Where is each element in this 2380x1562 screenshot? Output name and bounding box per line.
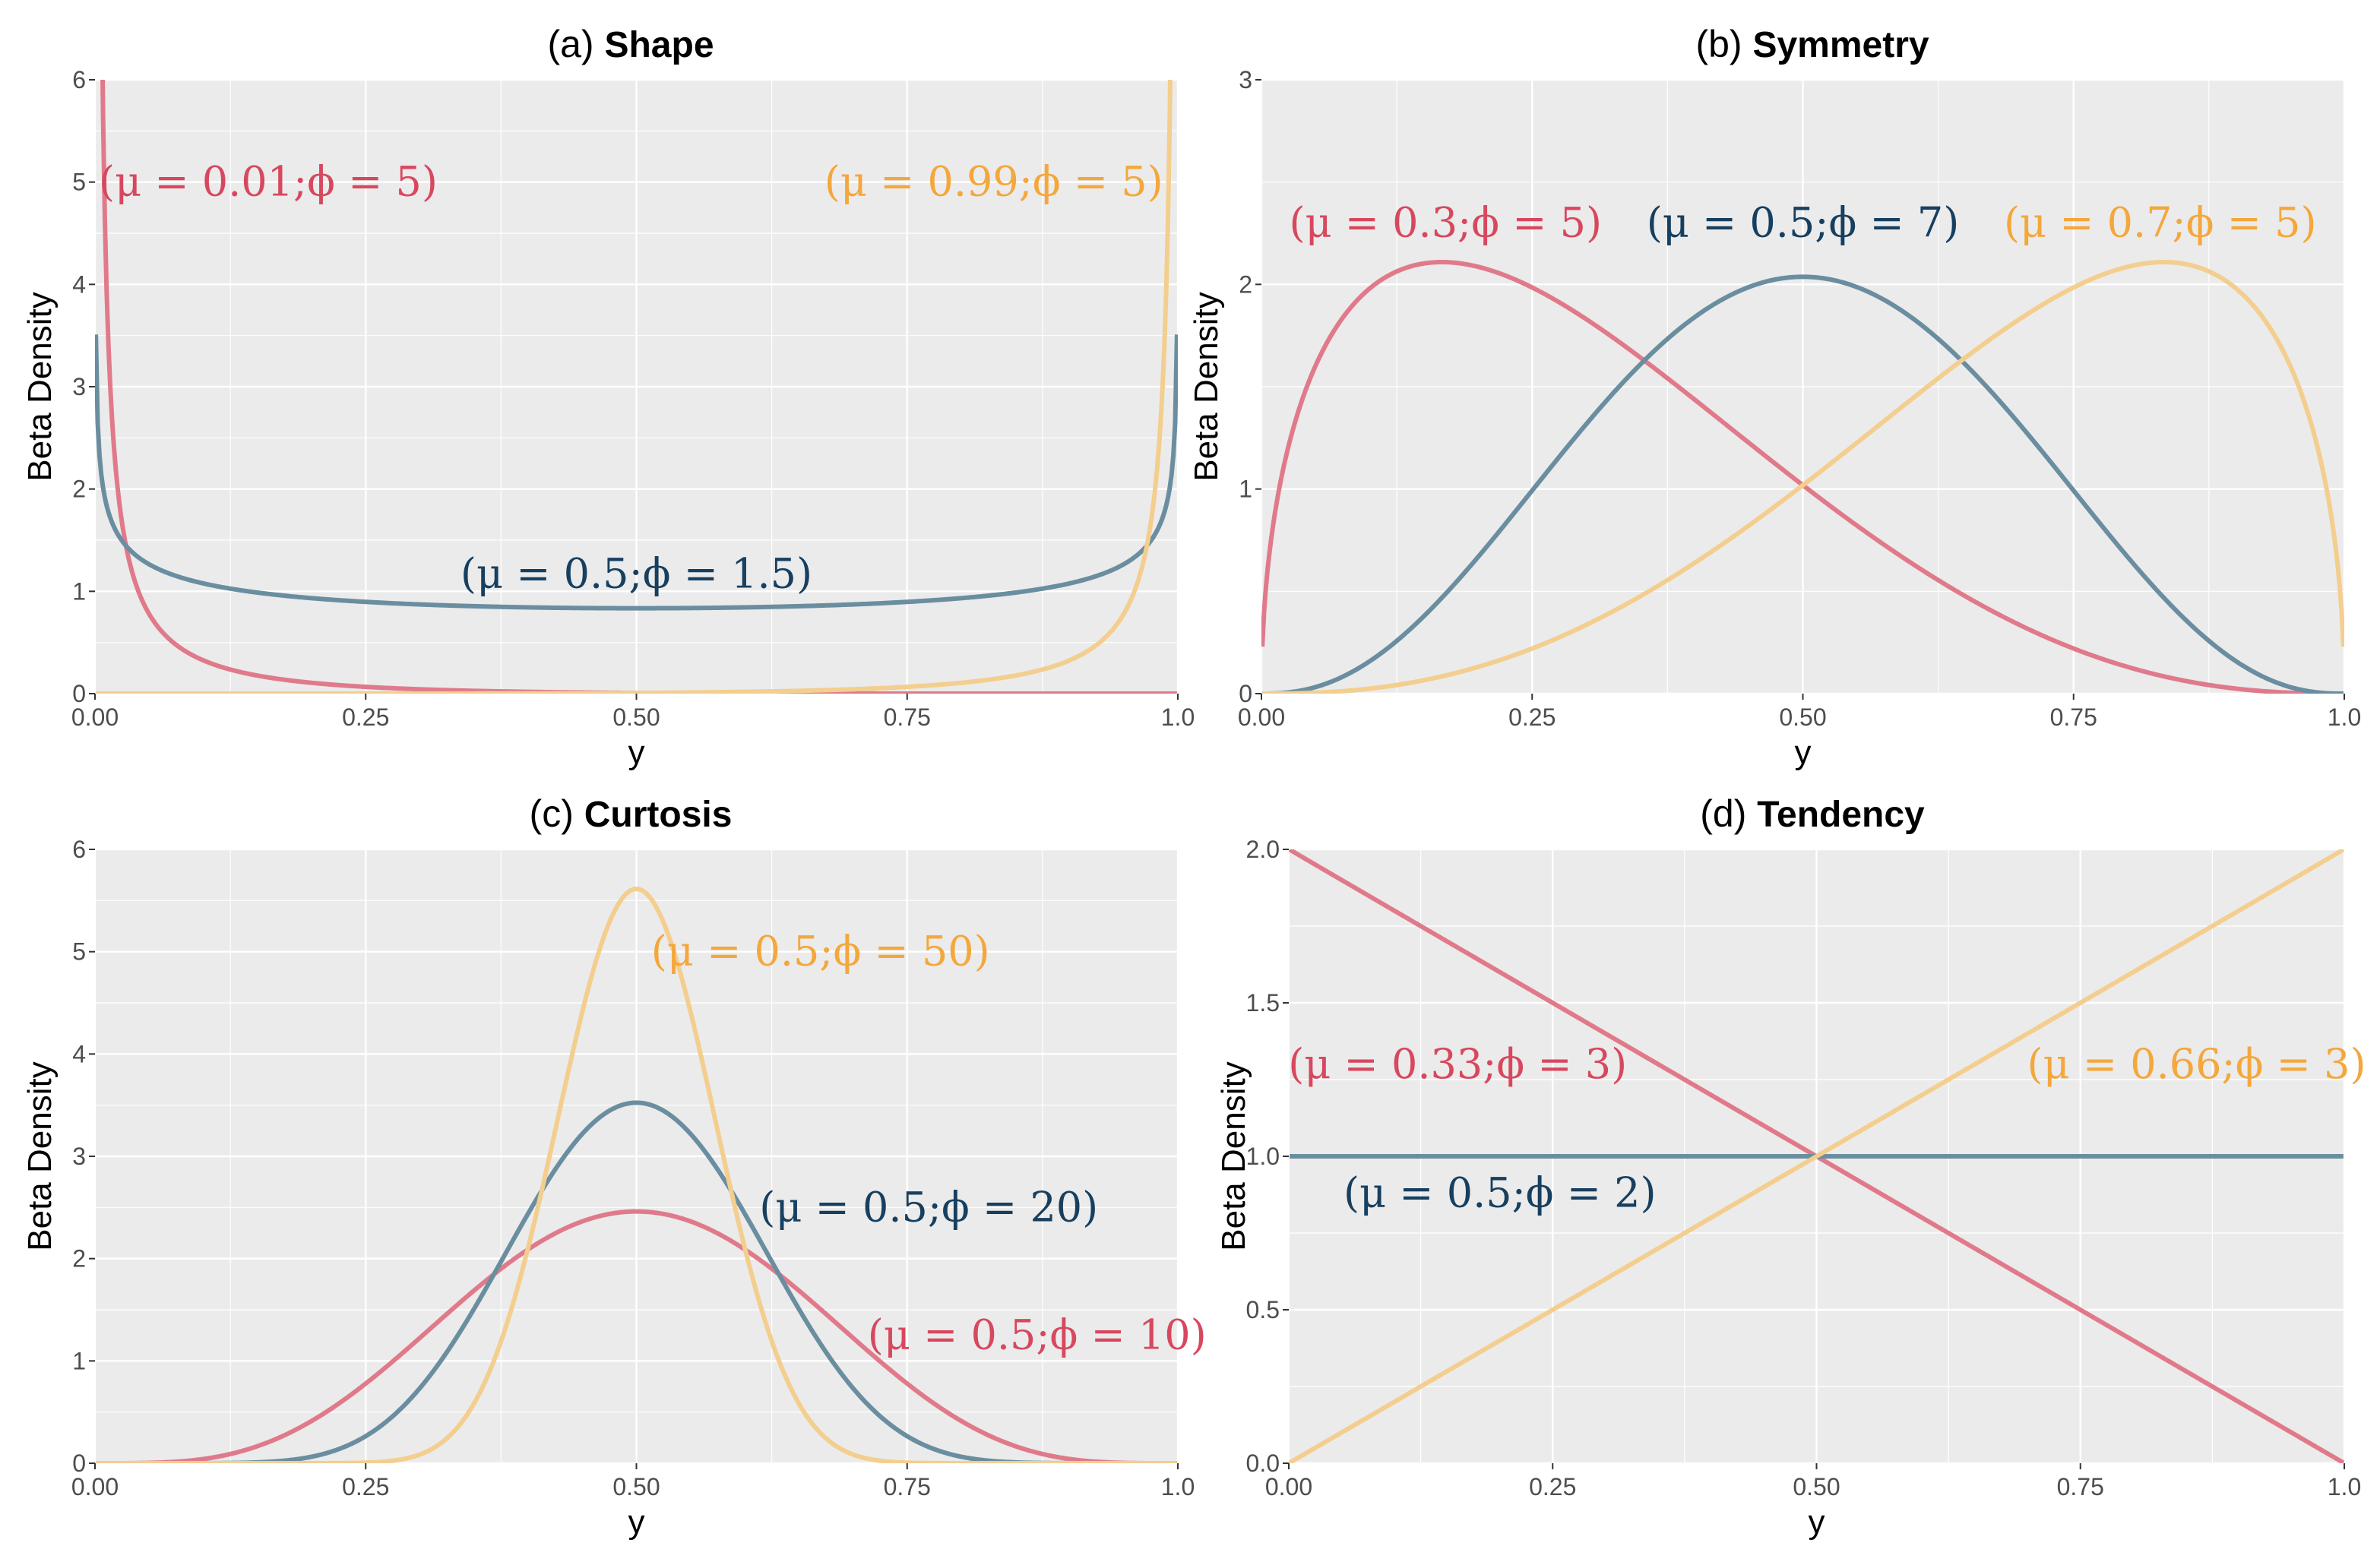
y-tick-label: 2.0: [1246, 836, 1280, 863]
x-tick-label: 0.75: [884, 1473, 931, 1500]
annotation-label-blue: (μ = 0.5;ϕ = 20): [759, 1183, 1098, 1231]
y-tick-label: 1.5: [1246, 989, 1280, 1017]
y-tick-label: 0.5: [1246, 1296, 1280, 1323]
x-tick-label: 0.00: [1238, 704, 1285, 731]
panel-a: 0.00 0.25 0.50 0.75 1.0 0 1 2 3 4 5 6 y Beta Density (…: [21, 23, 1195, 771]
x-tick-label: 0.00: [71, 1473, 119, 1500]
panel-title-word: Curtosis: [584, 795, 733, 835]
panel-title-word: Symmetry: [1752, 25, 1929, 65]
panel-title-word: Shape: [604, 25, 714, 65]
panel-title: (a) Shape: [547, 23, 714, 65]
y-axis-title: Beta Density: [1188, 292, 1225, 481]
annotation-label-yellow: (μ = 0.99;ϕ = 5): [824, 158, 1163, 206]
y-tick-label: 1: [1239, 476, 1252, 503]
panel-title-word: Tendency: [1757, 795, 1925, 835]
series-line-yellow: [95, 80, 1173, 694]
y-tick-label: 6: [72, 66, 86, 93]
x-tick-label: 1.0: [2328, 704, 2361, 731]
panel-c: 0.00 0.25 0.50 0.75 1.0 0 1 2 3 4 5 6 y Beta Density (…: [21, 792, 1207, 1541]
y-tick-label: 2: [1239, 270, 1252, 298]
y-tick-label: 2: [72, 1245, 86, 1273]
x-axis-title: y: [628, 734, 645, 771]
curves: [95, 887, 1178, 1463]
annotation-label-red: (μ = 0.01;ϕ = 5): [99, 158, 438, 206]
x-tick-label: 0.00: [71, 704, 119, 731]
x-tick-label: 0.25: [342, 704, 389, 731]
y-tick-label: 1: [72, 577, 86, 605]
x-tick-label: 0.75: [2050, 704, 2097, 731]
panel-title-letter: (a): [547, 23, 604, 65]
annotation-label-blue: (μ = 0.5;ϕ = 1.5): [460, 549, 812, 597]
curves: [1289, 849, 2344, 1463]
x-tick-label: 0.25: [1529, 1473, 1576, 1500]
x-tick-label: 0.25: [1508, 704, 1556, 731]
x-tick-label: 1.0: [2328, 1473, 2361, 1500]
x-tick-label: 0.75: [2057, 1473, 2104, 1500]
annotation-label-yellow: (μ = 0.66;ϕ = 3): [2027, 1040, 2366, 1088]
y-axis-title: Beta Density: [21, 292, 59, 481]
x-tick-label: 0.75: [884, 704, 931, 731]
panel-title: (d) Tendency: [1700, 792, 1925, 835]
y-tick-label: 4: [72, 270, 86, 298]
y-tick-label: 2: [72, 476, 86, 503]
x-tick-label: 0.50: [612, 704, 660, 731]
annotation-label-red: (μ = 0.3;ϕ = 5): [1289, 199, 1602, 247]
x-axis-title: y: [1795, 734, 1812, 771]
series-line-blue: [1261, 274, 2344, 694]
y-tick-label: 1.0: [1246, 1143, 1280, 1170]
series-line-yellow: [1289, 849, 2344, 1463]
x-tick-label: 0.50: [1793, 1473, 1840, 1500]
x-tick-label: 0.50: [612, 1473, 660, 1500]
x-tick-label: 0.50: [1779, 704, 1826, 731]
annotation-label-yellow: (μ = 0.5;ϕ = 50): [651, 928, 990, 975]
x-tick-label: 1.0: [1161, 704, 1195, 731]
curves: [95, 80, 1178, 694]
series-line-red: [95, 1209, 1178, 1463]
panel-d: 0.00 0.25 0.50 0.75 1.0 0.0 0.5 1.0 1.5 2.0 y Beta …: [1215, 792, 2366, 1541]
y-tick-label: 5: [72, 169, 86, 196]
panel-b: 0.00 0.25 0.50 0.75 1.0 0 1 2 3 y Beta Density (b) …: [1188, 23, 2361, 771]
x-tick-label: 0.25: [342, 1473, 389, 1500]
panel-title-letter: (d): [1700, 792, 1757, 835]
y-tick-label: 3: [72, 1143, 86, 1170]
y-tick-label: 0: [1239, 680, 1252, 707]
series-line-yellow: [1261, 260, 2344, 694]
y-tick-label: 0: [72, 680, 86, 707]
y-axis-title: Beta Density: [1215, 1061, 1252, 1251]
panel-title: (c) Curtosis: [530, 792, 733, 835]
y-tick-label: 1: [72, 1347, 86, 1374]
panel-title-letter: (b): [1695, 23, 1752, 65]
x-axis-title: y: [628, 1504, 645, 1541]
annotation-label-red: (μ = 0.33;ϕ = 3): [1288, 1040, 1627, 1088]
curves: [1261, 260, 2344, 694]
y-tick-label: 3: [1239, 66, 1252, 93]
y-tick-label: 6: [72, 836, 86, 863]
annotation-label-blue: (μ = 0.5;ϕ = 2): [1343, 1168, 1657, 1216]
annotation-label-red: (μ = 0.5;ϕ = 10): [868, 1311, 1207, 1359]
annotation-label-blue: (μ = 0.5;ϕ = 7): [1647, 199, 1960, 247]
x-tick-label: 1.0: [1161, 1473, 1195, 1500]
y-tick-label: 4: [72, 1040, 86, 1067]
y-tick-label: 0.0: [1246, 1450, 1280, 1477]
y-tick-label: 5: [72, 938, 86, 966]
series-line-blue: [95, 334, 1178, 611]
series-line-yellow: [95, 887, 1178, 1463]
y-tick-label: 3: [72, 373, 86, 400]
panel-title-letter: (c): [530, 792, 584, 835]
x-tick-label: 0.00: [1265, 1473, 1312, 1500]
panel-title: (b) Symmetry: [1695, 23, 1929, 65]
x-axis-title: y: [1809, 1504, 1825, 1541]
annotation-label-yellow: (μ = 0.7;ϕ = 5): [2004, 199, 2317, 247]
y-tick-label: 0: [72, 1450, 86, 1477]
y-axis-title: Beta Density: [21, 1061, 59, 1251]
